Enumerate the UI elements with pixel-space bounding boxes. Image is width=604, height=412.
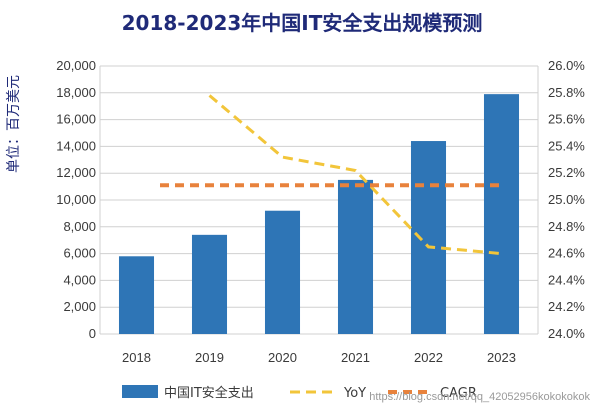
x-tick-label: 2020 — [268, 350, 297, 365]
bar-2021 — [337, 179, 374, 334]
x-axis-ticks: 2018 2019 2020 2021 2022 2023 — [122, 350, 516, 365]
y2-tick-label: 24.0% — [548, 326, 585, 341]
y-tick-label: 20,000 — [56, 58, 96, 73]
line-series — [160, 94, 504, 256]
y2-tick-label: 25.2% — [548, 165, 585, 180]
legend-label-cagr: CAGR — [440, 386, 477, 401]
watermark: https://blog.csdn.net/qq_42052956kokokok… — [369, 391, 590, 403]
bar-2018 — [118, 256, 155, 334]
legend-label-bar: 中国IT安全支出 — [164, 385, 254, 401]
x-tick-label: 2018 — [122, 350, 151, 365]
y2-tick-label: 25.0% — [548, 192, 585, 207]
y2-tick-label: 24.4% — [548, 272, 585, 287]
y-tick-label: 6,000 — [63, 246, 96, 261]
y2-tick-label: 26.0% — [548, 58, 585, 73]
x-tick-label: 2023 — [487, 350, 516, 365]
y-tick-label: 8,000 — [63, 219, 96, 234]
y2-tick-label: 25.8% — [548, 85, 585, 100]
y-tick-label: 10,000 — [56, 192, 96, 207]
y2-tick-label: 25.4% — [548, 138, 585, 153]
chart-title: 2018-2023年中国IT安全支出规模预测 — [122, 11, 483, 35]
y-tick-label: 12,000 — [56, 165, 96, 180]
y-tick-label: 18,000 — [56, 85, 96, 100]
y2-tick-label: 24.2% — [548, 299, 585, 314]
line-yoy — [208, 94, 502, 256]
y2-tick-label: 24.8% — [548, 219, 585, 234]
legend-label-yoy: YoY — [343, 386, 366, 401]
y-tick-label: 4,000 — [63, 272, 96, 287]
y2-tick-label: 24.6% — [548, 246, 585, 261]
bar-2023 — [483, 94, 520, 334]
bar-series — [118, 94, 520, 334]
bar-2020 — [264, 210, 301, 334]
y-axis-label: 单位：百万美元 — [6, 75, 22, 173]
bar-2019 — [191, 234, 228, 334]
y-tick-label: 0 — [89, 326, 96, 341]
grid-lines — [99, 65, 539, 335]
legend: 中国IT安全支出 YoY CAGR — [122, 385, 477, 401]
x-tick-label: 2021 — [341, 350, 370, 365]
y-tick-label: 14,000 — [56, 138, 96, 153]
y2-axis-ticks: 24.0% 24.2% 24.4% 24.6% 24.8% 25.0% 25.2% 25.4%… — [548, 58, 585, 341]
y2-tick-label: 25.6% — [548, 112, 585, 127]
x-tick-label: 2019 — [195, 350, 224, 365]
legend-swatch-bar — [122, 385, 158, 398]
y-tick-label: 2,000 — [63, 299, 96, 314]
x-tick-label: 2022 — [414, 350, 443, 365]
bar-2022 — [410, 141, 447, 334]
y-axis-ticks: 0 2,000 4,000 6,000 8,000 10,000 12,000 14,000 1… — [56, 58, 96, 341]
y-tick-label: 16,000 — [56, 112, 96, 127]
